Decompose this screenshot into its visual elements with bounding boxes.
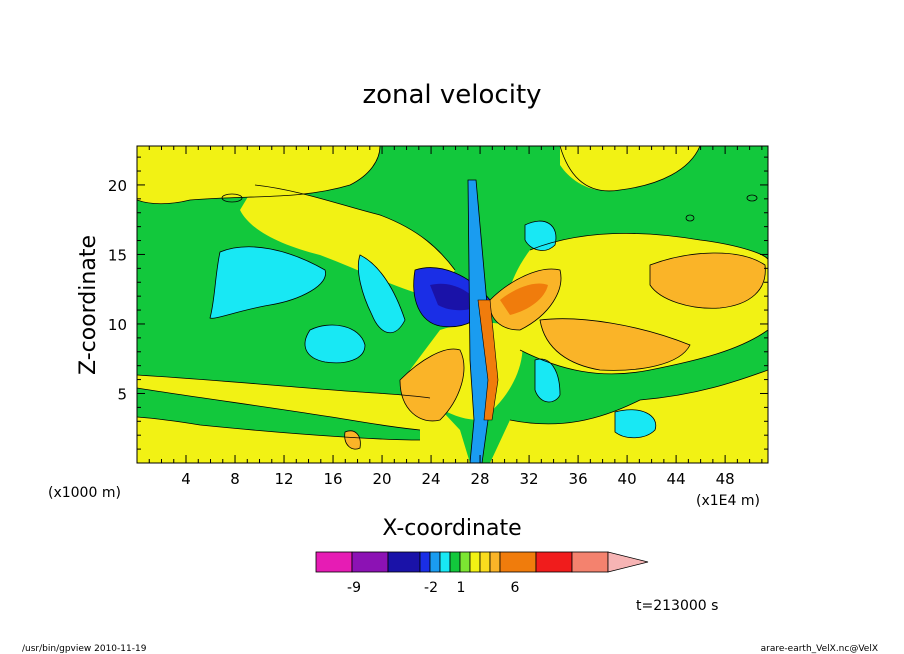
colorbar-swatch [499,551,537,573]
region-orange-lower-left [399,348,465,422]
colorbar-swatch [469,551,481,573]
y-axis-label: Z-coordinate [76,235,101,375]
x-tick-label: 4 [181,470,191,488]
y-tick-label: 5 [117,385,127,403]
x-tick-label: 32 [520,470,539,488]
colorbar-swatch [351,551,389,573]
x-tick-label: 44 [667,470,686,488]
x-axis-label: X-coordinate [382,516,521,541]
x-unit-label: (x1E4 m) [696,493,760,509]
region-orange-small [344,430,361,450]
colorbar-swatch [489,551,501,573]
x-tick-label: 28 [471,470,490,488]
region-center-column [467,179,493,463]
x-tick-label: 12 [274,470,293,488]
colorbar-label: 1 [457,580,466,596]
colorbar-label: -2 [424,580,438,596]
x-tick-label: 20 [373,470,392,488]
region-orange-far-right [649,252,766,309]
region-cyan-bottom-right [614,409,657,439]
x-tick-label: 36 [569,470,588,488]
plot-frame [136,145,769,464]
region-blue-left-inner [430,283,480,311]
colorbar-swatch [429,551,441,573]
colorbar-swatch [439,551,451,573]
colorbar-arrow [607,551,649,573]
y-unit-label: (x1000 m) [48,485,121,501]
region-center-column-warm [477,299,499,421]
region-yellow-top-mid [240,185,455,300]
y-tick-label: 15 [108,246,127,264]
footer-left: /usr/bin/gpview 2010-11-19 [22,644,147,654]
region-yellow-top-right [560,146,700,191]
x-tick-label: 48 [716,470,735,488]
colorbar-label: 6 [511,580,520,596]
region-green-lower-strip [137,388,420,440]
colorbar-swatch [315,551,353,573]
region-cyan-right [534,358,561,403]
colorbar-swatch [535,551,573,573]
y-tick-label: 20 [108,177,127,195]
colorbar [315,551,649,573]
region-cyan-upper-right [524,220,557,251]
x-tick-label: 24 [422,470,441,488]
colorbar-swatch [459,551,471,573]
x-tick-label: 8 [230,470,240,488]
colorbar-swatch [571,551,609,573]
region-orange-right-core-inner [500,283,548,315]
x-tick-label: 16 [323,470,342,488]
colorbar-swatch [419,551,431,573]
colorbar-label: -9 [347,580,361,596]
y-tick-label: 10 [108,316,127,334]
colorbar-swatch [387,551,421,573]
region-yellow-top-left [137,146,380,204]
colorbar-swatch [449,551,461,573]
region-cyan-left [209,246,326,319]
x-tick-label: 40 [618,470,637,488]
region-cyan-lower-left [304,324,366,364]
plot-area [137,146,768,463]
colorbar-labels: -9 -2 1 6 [347,580,520,596]
colorbar-swatch [479,551,491,573]
region-orange-right-lower [539,318,691,371]
region-cyan-mid-left [357,254,406,333]
chart-title: zonal velocity [362,80,541,110]
footer-right: arare-earth_VelX.nc@VelX [761,644,878,654]
time-annotation: t=213000 s [636,598,718,614]
